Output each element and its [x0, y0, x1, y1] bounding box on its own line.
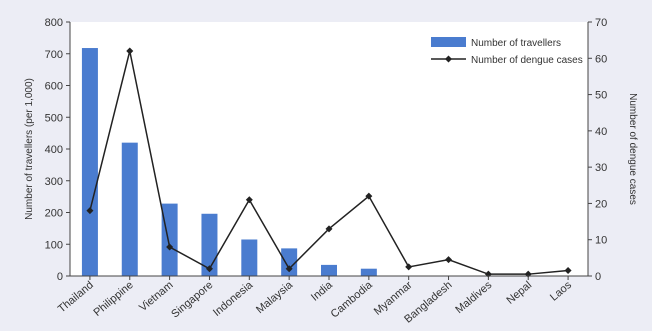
left-tick-label: 500 — [45, 112, 63, 124]
bar-philippine — [121, 142, 138, 276]
legend: Number of travellers Number of dengue ca… — [431, 37, 583, 66]
left-tick-label: 400 — [45, 144, 63, 156]
point-malaysia — [285, 265, 293, 273]
left-axis-ticks: 0 100 200 300 400 500 600 700 800 — [45, 17, 70, 283]
left-tick-label: 800 — [45, 17, 63, 29]
line-layer — [86, 47, 572, 278]
left-tick-label: 200 — [45, 208, 63, 220]
point-indonesia — [245, 196, 253, 204]
bar-indonesia — [241, 239, 258, 276]
right-axis-label: Number of dengue cases — [627, 93, 638, 205]
right-tick-label: 40 — [595, 126, 607, 138]
point-laos — [564, 267, 572, 275]
bar-cambodia — [360, 268, 377, 276]
right-tick-label: 50 — [595, 90, 607, 102]
point-myanmar — [405, 263, 413, 271]
legend-line-marker — [445, 55, 452, 63]
legend-line-label: Number of dengue cases — [471, 55, 583, 66]
right-tick-label: 60 — [595, 53, 607, 65]
right-tick-label: 70 — [595, 17, 607, 29]
plot-area — [70, 22, 588, 276]
right-tick-label: 0 — [595, 271, 601, 283]
left-tick-label: 100 — [45, 239, 63, 251]
right-axis-ticks: 0 10 20 30 40 50 60 70 — [588, 17, 607, 283]
point-cambodia — [365, 192, 373, 200]
point-bangladesh — [445, 256, 453, 264]
point-thailand — [86, 207, 94, 215]
right-tick-label: 30 — [595, 162, 607, 174]
bar-india — [321, 264, 337, 276]
bar-malaysia — [281, 248, 298, 276]
point-india — [325, 225, 333, 233]
left-tick-label: 600 — [45, 81, 63, 93]
left-tick-label: 300 — [45, 176, 63, 188]
legend-bar-label: Number of travellers — [471, 38, 561, 49]
legend-bar-swatch — [431, 37, 466, 47]
point-vietnam — [166, 243, 174, 251]
point-philippine — [126, 47, 134, 55]
bar-vietnam — [161, 203, 178, 276]
left-axis-label: Number of travellers (per 1,000) — [24, 78, 35, 220]
left-tick-label: 0 — [57, 271, 63, 283]
right-tick-label: 10 — [595, 235, 607, 247]
bar-thailand — [81, 48, 98, 276]
left-tick-label: 700 — [45, 49, 63, 61]
right-tick-label: 20 — [595, 198, 607, 210]
point-singapore — [205, 265, 213, 273]
